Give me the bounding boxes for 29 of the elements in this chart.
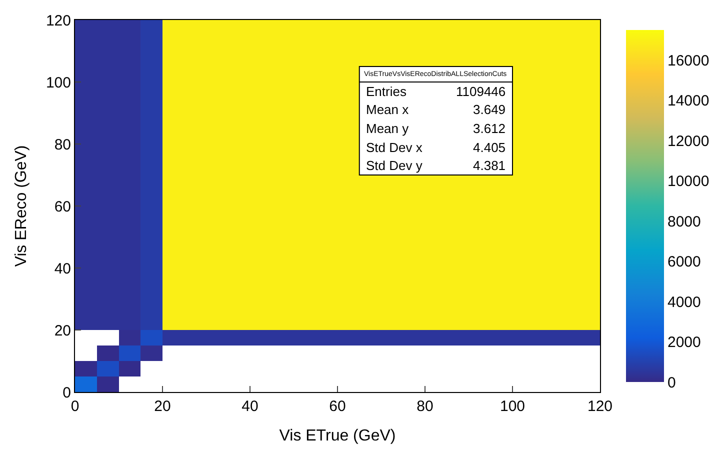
x-tick-label: 120: [587, 398, 613, 415]
x-tick-label: 100: [500, 398, 526, 415]
y-tick-label: 20: [54, 322, 71, 340]
text: Std Dev y 4.381: [366, 158, 506, 173]
y-tick-label: 80: [54, 136, 71, 154]
y-tick-label: 0: [62, 384, 71, 402]
text: Mean x 3.649: [366, 102, 506, 117]
y-tick-label: 120: [46, 12, 71, 30]
color-bar-label: 6000: [668, 254, 701, 271]
x-tick-label: 20: [154, 398, 171, 415]
text: Mean y 3.612: [366, 121, 506, 136]
color-bar-label: 10000: [668, 173, 710, 190]
y-axis-title: Vis EReco (GeV): [12, 145, 30, 267]
x-axis-title: Vis ETrue (GeV): [279, 428, 396, 445]
text: Std Dev x 4.405: [366, 140, 506, 155]
x-tick-label: 80: [416, 398, 434, 415]
color-bar-label: 8000: [668, 213, 701, 230]
color-bar-label: 0: [668, 374, 676, 392]
y-tick-label: 60: [54, 198, 71, 216]
text: Entries 1109446: [366, 84, 506, 99]
color-bar-label: 12000: [668, 132, 710, 150]
color-bar-label: 16000: [668, 52, 710, 70]
color-bar-label: 2000: [668, 334, 701, 352]
color-bar-label: 4000: [668, 294, 701, 311]
color-bar-label: 14000: [668, 92, 710, 110]
y-tick-label: 40: [54, 260, 71, 278]
y-tick-label: 100: [46, 74, 71, 92]
x-tick-label: 60: [329, 398, 346, 415]
x-tick-label: 40: [242, 398, 258, 415]
